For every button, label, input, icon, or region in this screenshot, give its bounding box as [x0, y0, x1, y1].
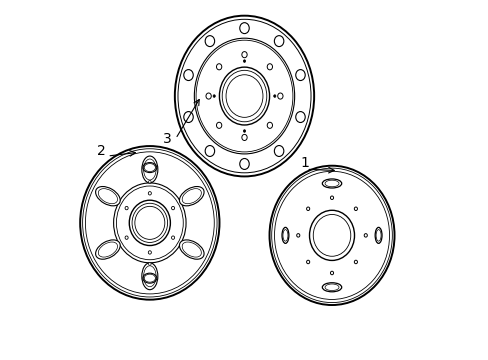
Ellipse shape [274, 36, 283, 46]
Ellipse shape [243, 60, 245, 62]
Ellipse shape [243, 130, 245, 132]
Ellipse shape [179, 240, 203, 259]
Ellipse shape [295, 69, 305, 81]
Ellipse shape [142, 273, 157, 283]
Text: 1: 1 [300, 156, 308, 170]
Ellipse shape [129, 200, 170, 246]
Text: 3: 3 [163, 132, 172, 146]
Ellipse shape [322, 283, 341, 292]
Ellipse shape [148, 251, 151, 254]
Ellipse shape [239, 158, 249, 170]
Ellipse shape [80, 146, 219, 300]
Ellipse shape [194, 38, 294, 154]
Ellipse shape [216, 64, 222, 70]
Ellipse shape [142, 156, 158, 183]
Ellipse shape [96, 240, 120, 259]
Ellipse shape [183, 69, 193, 81]
Ellipse shape [171, 206, 174, 210]
Ellipse shape [125, 236, 128, 239]
Ellipse shape [273, 95, 275, 97]
Ellipse shape [213, 95, 215, 97]
Ellipse shape [142, 263, 158, 290]
Ellipse shape [354, 207, 357, 211]
Ellipse shape [148, 180, 151, 183]
Ellipse shape [330, 196, 333, 199]
Ellipse shape [364, 234, 366, 237]
Ellipse shape [295, 112, 305, 122]
Ellipse shape [322, 179, 341, 188]
Ellipse shape [113, 183, 185, 263]
Ellipse shape [205, 93, 211, 99]
Ellipse shape [148, 192, 151, 195]
Ellipse shape [282, 228, 288, 243]
Ellipse shape [266, 64, 272, 70]
Ellipse shape [183, 112, 193, 122]
Ellipse shape [125, 206, 128, 210]
Ellipse shape [142, 163, 157, 172]
Ellipse shape [216, 122, 222, 129]
Ellipse shape [171, 236, 174, 239]
Ellipse shape [277, 93, 283, 99]
Ellipse shape [266, 122, 272, 129]
Ellipse shape [306, 260, 309, 264]
Ellipse shape [330, 271, 333, 275]
Ellipse shape [219, 67, 269, 125]
Ellipse shape [274, 145, 283, 157]
Ellipse shape [242, 134, 246, 140]
Ellipse shape [148, 262, 151, 265]
Text: 2: 2 [96, 144, 105, 158]
Ellipse shape [374, 228, 381, 243]
Ellipse shape [179, 186, 203, 206]
Ellipse shape [354, 260, 357, 264]
Ellipse shape [269, 166, 394, 305]
Ellipse shape [309, 210, 354, 260]
Ellipse shape [296, 234, 299, 237]
Ellipse shape [205, 145, 214, 157]
Ellipse shape [306, 207, 309, 211]
Ellipse shape [242, 51, 246, 58]
Ellipse shape [96, 186, 120, 206]
Ellipse shape [239, 23, 249, 33]
Ellipse shape [205, 36, 214, 46]
Ellipse shape [175, 16, 313, 176]
